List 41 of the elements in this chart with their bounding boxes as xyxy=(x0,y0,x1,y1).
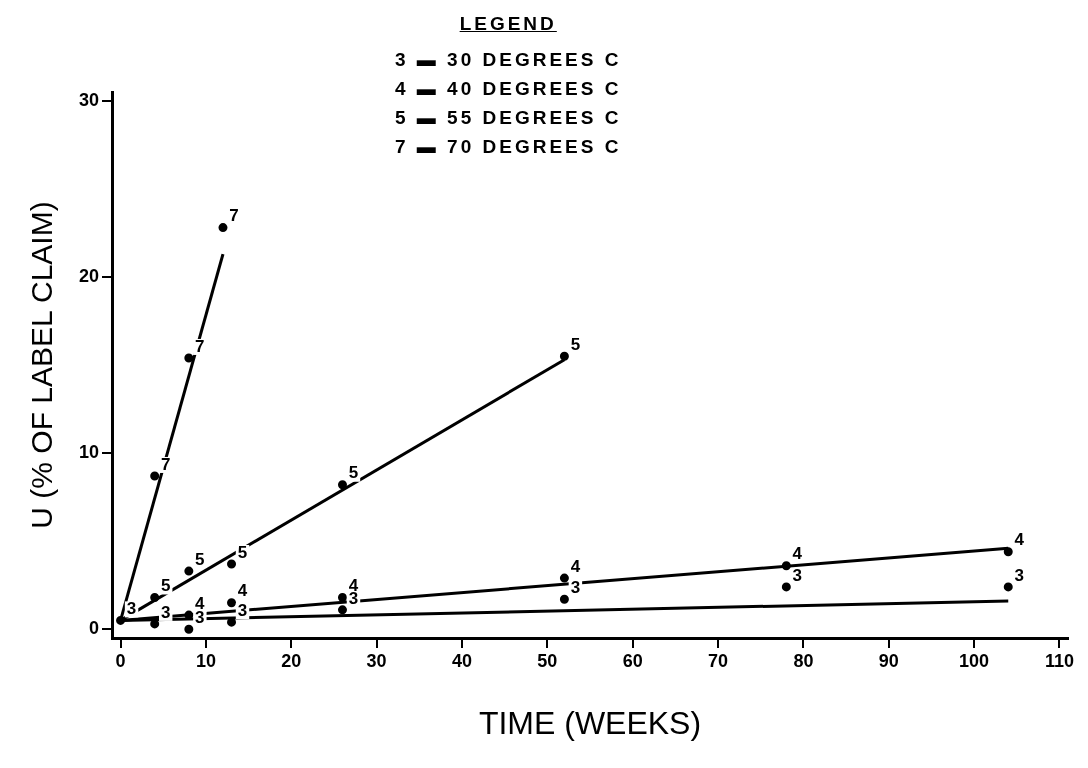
x-tick-label: 90 xyxy=(878,650,899,671)
x-tick-label: 10 xyxy=(195,650,216,671)
annotation: 4 xyxy=(237,581,248,601)
x-tick-label: 30 xyxy=(366,650,387,671)
annotation: 5 xyxy=(160,576,171,596)
x-tick-label: 40 xyxy=(451,650,472,671)
annotation: 5 ▬ 55 DEGREES C xyxy=(395,107,622,129)
annotation: 4 xyxy=(570,556,581,576)
annotation: 3 xyxy=(237,600,248,620)
y-tick-label: 20 xyxy=(78,265,100,286)
annotation: 5 xyxy=(570,334,581,354)
x-axis-title: TIME (WEEKS) xyxy=(478,704,702,741)
y-tick-label: 10 xyxy=(78,442,100,463)
x-tick-label: 20 xyxy=(281,650,302,671)
y-axis-title: U (% OF LABEL CLAIM) xyxy=(25,201,59,529)
annotation: 3 xyxy=(126,599,137,619)
annotation: 3 xyxy=(1014,565,1024,585)
annotation: 3 xyxy=(792,565,803,585)
annotation: 5 xyxy=(348,463,359,483)
x-tick-label: 80 xyxy=(793,650,814,671)
annotation: 5 xyxy=(195,549,205,569)
annotation: 7 xyxy=(229,206,239,226)
x-tick-label: 0 xyxy=(115,650,126,671)
annotation: 5 xyxy=(237,542,248,562)
annotation: 7 ▬ 70 DEGREES C xyxy=(395,136,622,158)
annotation: 4 xyxy=(792,544,803,564)
annotation: 3 xyxy=(570,577,581,597)
x-tick-label: 60 xyxy=(622,650,643,671)
x-tick-label: 110 xyxy=(1044,650,1074,671)
y-tick-label: 30 xyxy=(78,89,100,110)
annotation: 7 xyxy=(160,454,171,474)
text: LEGEND xyxy=(458,13,558,35)
annotation: 7 xyxy=(195,336,205,356)
x-tick-label: 70 xyxy=(708,650,729,671)
x-tick-label: 100 xyxy=(959,650,990,671)
annotation: 3 xyxy=(160,602,171,622)
text: 3 ▬ 30 DEGREES C xyxy=(395,49,622,71)
x-tick-label: 50 xyxy=(537,650,558,671)
y-tick-label: 0 xyxy=(89,618,100,639)
annotation: 4 ▬ 40 DEGREES C xyxy=(395,78,622,100)
annotation: 4 xyxy=(1014,530,1025,550)
